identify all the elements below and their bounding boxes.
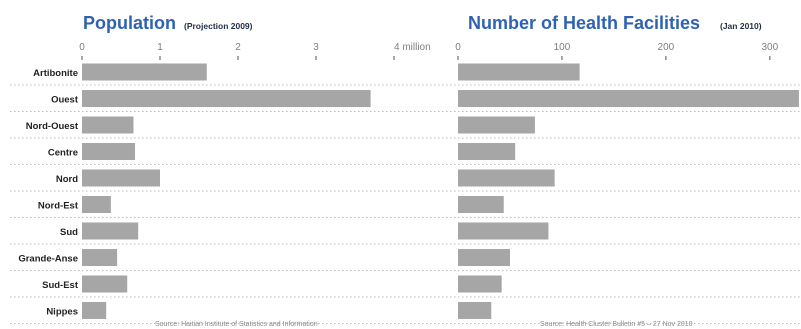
population-bar-ouest xyxy=(82,90,371,107)
population-bar-nord-ouest xyxy=(82,116,134,134)
population-bar-grande-anse xyxy=(82,249,118,266)
population-tick-label: 0 xyxy=(79,42,85,53)
facilities-panel: 0 100 200 300 xyxy=(455,42,799,319)
facilities-bar-nippes xyxy=(458,302,492,319)
facilities-tick-label: 300 xyxy=(761,42,778,53)
population-bar-nord xyxy=(82,169,160,187)
population-bar-artibonite xyxy=(82,63,207,81)
population-bar-centre xyxy=(82,143,136,160)
facilities-bar-nord xyxy=(458,169,555,187)
population-tick-label: 4 million xyxy=(394,42,431,53)
region-label-nord: Nord xyxy=(56,174,78,185)
facilities-subtitle: (Jan 2010) xyxy=(720,21,762,31)
population-title-group: Population (Projection 2009) xyxy=(83,13,253,33)
facilities-bar-ouest xyxy=(458,90,799,107)
facilities-bar-nord-ouest xyxy=(458,116,535,134)
region-label-nord-ouest: Nord-Ouest xyxy=(26,121,79,132)
facilities-bar-sud-est xyxy=(458,275,502,293)
population-bar-sud-est xyxy=(82,275,128,293)
region-label-centre: Centre xyxy=(48,148,78,159)
region-label-nord-est: Nord-Est xyxy=(38,201,79,212)
region-label-ouest: Ouest xyxy=(51,95,79,106)
region-label-grande-anse: Grande-Anse xyxy=(18,254,78,265)
population-tick-label: 3 xyxy=(313,42,319,53)
population-bar-nord-est xyxy=(82,196,111,213)
population-tick-label: 1 xyxy=(157,42,163,53)
population-bar-sud xyxy=(82,222,139,240)
facilities-bar-centre xyxy=(458,143,516,160)
population-subtitle: (Projection 2009) xyxy=(184,21,253,31)
facilities-bar-sud xyxy=(458,222,549,240)
facilities-tick-label: 200 xyxy=(658,42,675,53)
population-bar-nippes xyxy=(82,302,107,319)
population-title: Population xyxy=(83,13,176,33)
facilities-bar-artibonite xyxy=(458,63,580,81)
region-label-sud-est: Sud-Est xyxy=(42,280,79,291)
facilities-title-group: Number of Health Facilities (Jan 2010) xyxy=(468,13,762,33)
region-label-artibonite: Artibonite xyxy=(33,68,78,79)
region-label-sud: Sud xyxy=(60,227,78,238)
facilities-bar-nord-est xyxy=(458,196,504,213)
facilities-source: Source: Health Cluster Bulletin #5 – 27 … xyxy=(540,321,693,328)
facilities-tick-label: 100 xyxy=(554,42,571,53)
population-source: Source: Haitian Institute of Statistics … xyxy=(155,321,318,328)
facilities-bar-grande-anse xyxy=(458,249,510,266)
population-panel: 0 1 2 3 4 million Artibonite Ouest Nord-Ouest Ce… xyxy=(18,42,431,319)
region-label-nippes: Nippes xyxy=(46,307,78,318)
facilities-tick-label: 0 xyxy=(455,42,461,53)
population-tick-label: 2 xyxy=(235,42,241,53)
facilities-title: Number of Health Facilities xyxy=(468,13,700,33)
